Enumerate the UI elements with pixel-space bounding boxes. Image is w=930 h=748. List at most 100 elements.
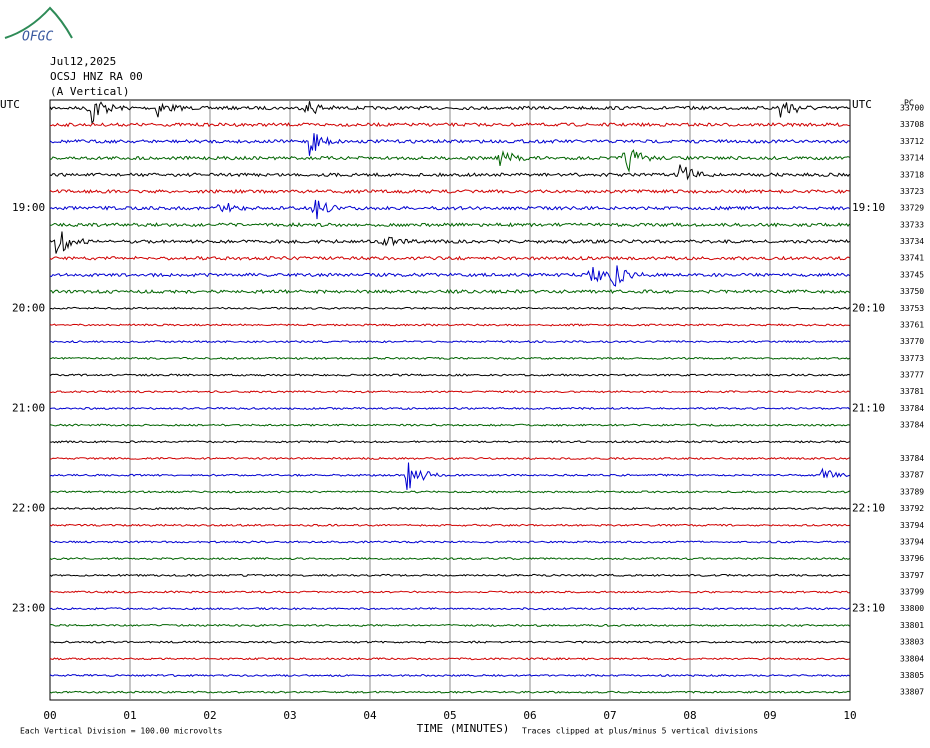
left-time-label: 21:00 xyxy=(12,401,45,414)
trace xyxy=(49,440,850,444)
trace-count: 33750 xyxy=(900,287,924,296)
trace-count: 33794 xyxy=(900,521,924,530)
clip-note: Traces clipped at plus/minus 5 vertical … xyxy=(522,727,758,736)
trace xyxy=(49,149,850,174)
trace xyxy=(49,288,850,295)
trace xyxy=(49,255,850,261)
scale-note: Each Vertical Division = 100.00 microvol… xyxy=(20,727,222,736)
trace-count: 33800 xyxy=(900,604,924,613)
x-tick-label: 08 xyxy=(683,709,696,722)
x-tick-label: 06 xyxy=(523,709,536,722)
trace xyxy=(49,222,850,228)
trace xyxy=(49,456,850,461)
right-time-label: 23:10 xyxy=(852,602,885,615)
trace xyxy=(49,101,850,125)
x-label: TIME (MINUTES) xyxy=(417,722,510,735)
trace-count: 33784 xyxy=(900,404,924,413)
right-time-label: 21:10 xyxy=(852,401,885,414)
trace xyxy=(49,188,850,195)
x-tick-label: 02 xyxy=(203,709,216,722)
units-corner: PC xyxy=(904,99,914,108)
left-time-label: 19:00 xyxy=(12,201,45,214)
trace-count: 33807 xyxy=(900,688,924,697)
trace-count: 33745 xyxy=(900,270,924,279)
trace-count: 33805 xyxy=(900,671,924,680)
trace xyxy=(49,323,850,327)
trace xyxy=(49,199,850,220)
trace xyxy=(49,306,850,310)
trace xyxy=(49,340,850,344)
left-time-label: 22:00 xyxy=(12,502,45,515)
trace-count: 33770 xyxy=(900,337,924,346)
trace-count: 33773 xyxy=(900,354,924,363)
trace xyxy=(49,231,850,254)
trace-count: 33801 xyxy=(900,621,924,630)
trace-count: 33718 xyxy=(900,170,924,179)
right-time-label: 19:10 xyxy=(852,201,885,214)
trace-count: 33712 xyxy=(900,137,924,146)
trace-count: 33777 xyxy=(900,371,924,380)
logo: OFGC xyxy=(22,30,53,45)
trace xyxy=(49,573,850,577)
trace xyxy=(49,406,850,410)
trace-count: 33733 xyxy=(900,220,924,229)
trace xyxy=(49,640,850,644)
trace-count: 33794 xyxy=(900,537,924,546)
trace xyxy=(49,356,850,360)
trace xyxy=(49,133,850,156)
x-tick-label: 10 xyxy=(843,709,856,722)
trace xyxy=(49,506,850,511)
trace-count: 33784 xyxy=(900,454,924,463)
trace xyxy=(49,557,850,561)
trace xyxy=(49,607,850,611)
trace-count: 33803 xyxy=(900,638,924,647)
x-tick-label: 07 xyxy=(603,709,616,722)
trace-count: 33796 xyxy=(900,554,924,563)
trace xyxy=(49,265,850,287)
trace-count: 33797 xyxy=(900,571,924,580)
trace-count: 33789 xyxy=(900,487,924,496)
left-time-label: UTC xyxy=(0,98,20,111)
trace-count: 33753 xyxy=(900,304,924,313)
trace-count: 33792 xyxy=(900,504,924,513)
trace xyxy=(49,690,850,694)
date: Jul12,2025 xyxy=(50,55,116,68)
trace-count: 33804 xyxy=(900,654,924,663)
trace xyxy=(49,623,850,627)
trace-count: 33708 xyxy=(900,120,924,129)
trace xyxy=(49,540,850,544)
left-time-label: 23:00 xyxy=(12,602,45,615)
trace-count: 33784 xyxy=(900,421,924,430)
trace xyxy=(49,390,850,394)
left-time-label: 20:00 xyxy=(12,301,45,314)
x-tick-label: 04 xyxy=(363,709,377,722)
trace-count: 33781 xyxy=(900,387,924,396)
right-time-label: 22:10 xyxy=(852,502,885,515)
trace-count: 33761 xyxy=(900,320,924,329)
trace xyxy=(49,523,850,527)
trace-count: 33714 xyxy=(900,154,924,163)
x-tick-label: 09 xyxy=(763,709,776,722)
right-time-label: 20:10 xyxy=(852,301,885,314)
component: (A Vertical) xyxy=(50,85,129,98)
trace xyxy=(49,121,850,128)
trace-count: 33723 xyxy=(900,187,924,196)
trace xyxy=(49,164,850,181)
logo-arc xyxy=(4,6,73,39)
trace xyxy=(49,590,850,594)
trace xyxy=(49,673,850,678)
right-time-label: UTC xyxy=(852,98,872,111)
trace xyxy=(49,423,850,427)
x-tick-label: 05 xyxy=(443,709,456,722)
trace xyxy=(49,657,850,661)
trace-count: 33741 xyxy=(900,254,924,263)
x-tick-label: 03 xyxy=(283,709,296,722)
trace xyxy=(49,490,850,494)
trace xyxy=(49,373,850,377)
trace-count: 33729 xyxy=(900,204,924,213)
x-tick-label: 01 xyxy=(123,709,136,722)
trace-count: 33700 xyxy=(900,104,924,113)
trace-count: 33787 xyxy=(900,471,924,480)
trace-count: 33734 xyxy=(900,237,924,246)
